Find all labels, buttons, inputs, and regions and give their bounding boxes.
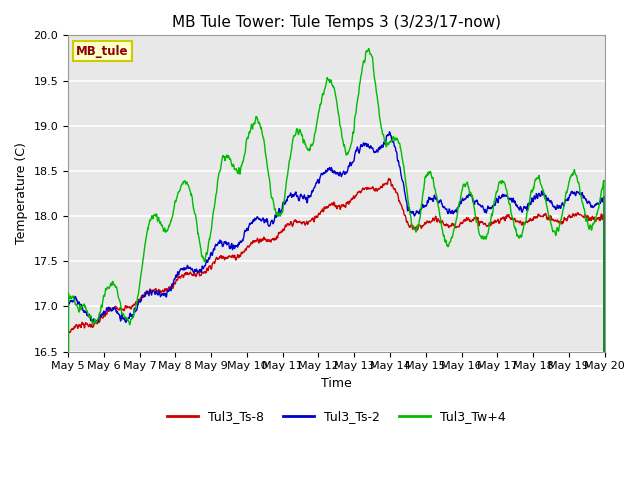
- X-axis label: Time: Time: [321, 377, 352, 390]
- Title: MB Tule Tower: Tule Temps 3 (3/23/17-now): MB Tule Tower: Tule Temps 3 (3/23/17-now…: [172, 15, 501, 30]
- Text: MB_tule: MB_tule: [76, 45, 129, 58]
- Y-axis label: Temperature (C): Temperature (C): [15, 143, 28, 244]
- Legend: Tul3_Ts-8, Tul3_Ts-2, Tul3_Tw+4: Tul3_Ts-8, Tul3_Ts-2, Tul3_Tw+4: [162, 405, 511, 428]
